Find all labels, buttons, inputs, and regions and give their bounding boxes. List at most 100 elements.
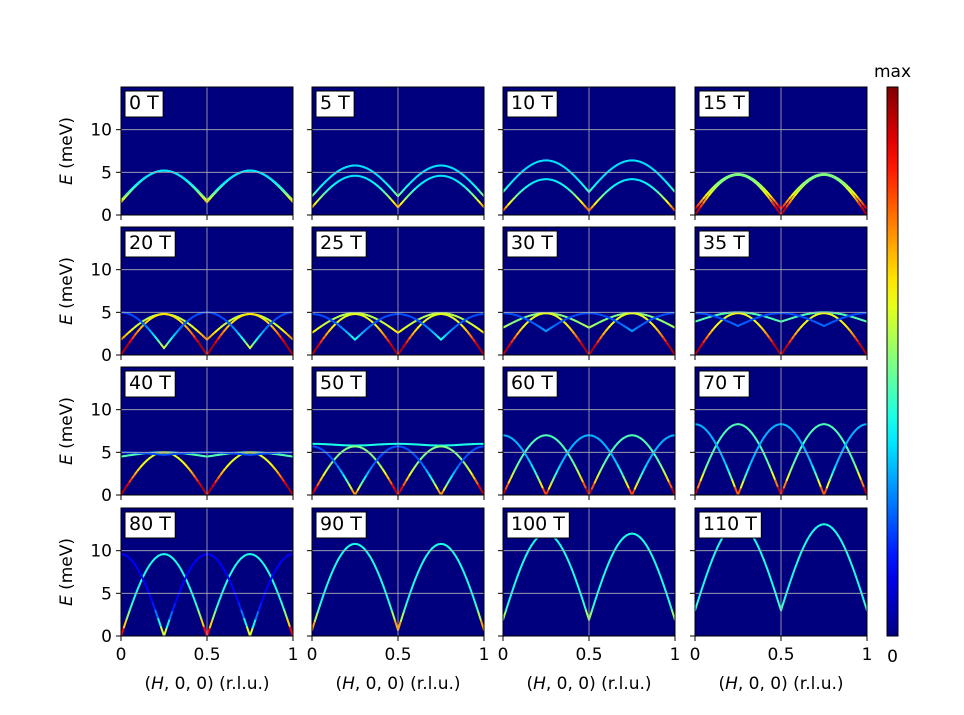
panel-plot-area bbox=[121, 367, 293, 495]
panel-label-box bbox=[315, 230, 367, 258]
dispersion-segment bbox=[851, 566, 857, 577]
dispersion-segment bbox=[662, 583, 668, 595]
dispersion-segment bbox=[668, 600, 674, 612]
x-axis-labels: (H, 0, 0) (r.l.u.) (H, 0, 0) (r.l.u.) (H, … bbox=[144, 674, 843, 694]
dispersion-segment bbox=[762, 558, 768, 569]
panel: 90 T 0 0.5 1 bbox=[307, 507, 490, 665]
dispersion-segment bbox=[417, 564, 422, 574]
dispersion-segment bbox=[214, 601, 220, 612]
dispersion-segment bbox=[619, 469, 625, 478]
x-tick-label: 0 bbox=[498, 645, 509, 665]
x-tick-label: 0.5 bbox=[193, 645, 220, 665]
dispersion-segment bbox=[197, 609, 203, 620]
dispersion-segment bbox=[211, 609, 217, 620]
dispersion-segment bbox=[599, 464, 605, 472]
panel-label: 0 T bbox=[129, 92, 159, 114]
dispersion-segment bbox=[374, 564, 379, 574]
y-tick-label: 10 bbox=[90, 542, 112, 562]
panel-plot-area bbox=[503, 508, 675, 636]
dispersion-segment bbox=[625, 481, 631, 490]
panel-label-box bbox=[506, 90, 558, 118]
dispersion-segment bbox=[633, 481, 639, 490]
dispersion-segment bbox=[696, 479, 702, 489]
dispersion-segment bbox=[705, 458, 711, 468]
dispersion-segment bbox=[513, 575, 519, 586]
dispersion-segment bbox=[208, 617, 214, 629]
dispersion-segment bbox=[385, 593, 391, 605]
dispersion-segment bbox=[254, 609, 260, 620]
dispersion-segment bbox=[651, 554, 656, 564]
dispersion-segment bbox=[217, 594, 223, 604]
dispersion-segment bbox=[579, 592, 585, 603]
dispersion-segment bbox=[565, 554, 570, 564]
dispersion-segment bbox=[788, 574, 794, 585]
dispersion-segment bbox=[602, 568, 608, 578]
dispersion-segment bbox=[462, 571, 468, 581]
panel: 70 T bbox=[690, 366, 868, 500]
dispersion-segment bbox=[140, 574, 145, 583]
x-axis-label: (H, 0, 0) (r.l.u.) bbox=[526, 674, 651, 694]
panel-label-box bbox=[698, 230, 750, 258]
dispersion-segment bbox=[639, 469, 645, 478]
dispersion-segment bbox=[228, 568, 234, 577]
dispersion-segment bbox=[722, 458, 728, 468]
dispersion-segment bbox=[180, 580, 186, 589]
dispersion-segment bbox=[151, 601, 157, 612]
y-axis-label: E (meV) bbox=[57, 538, 77, 606]
panel: 110 T 0 0.5 1 bbox=[690, 507, 872, 665]
dispersion-segment bbox=[163, 626, 168, 636]
dispersion-segment bbox=[834, 458, 840, 468]
dispersion-segment bbox=[269, 574, 274, 583]
x-tick-label: 0 bbox=[307, 645, 318, 665]
dispersion-segment bbox=[800, 545, 805, 554]
dispersion-segment bbox=[662, 469, 668, 478]
dispersion-segment bbox=[316, 602, 322, 614]
x-axis-label: (H, 0, 0) (r.l.u.) bbox=[144, 674, 269, 694]
dispersion-segment bbox=[802, 539, 808, 548]
y-tick-label: 5 bbox=[101, 443, 112, 463]
dispersion-segment bbox=[708, 558, 714, 569]
dispersion-segment bbox=[837, 452, 843, 461]
dispersion-segment bbox=[608, 554, 613, 564]
dispersion-segment bbox=[234, 594, 240, 604]
dispersion-segment bbox=[794, 558, 800, 569]
y-axis-label: E (meV) bbox=[57, 257, 77, 325]
dispersion-segment bbox=[379, 578, 385, 588]
dispersion-segment bbox=[251, 617, 257, 629]
dispersion-segment bbox=[737, 486, 742, 495]
dispersion-segment bbox=[702, 574, 708, 585]
y-tick-label: 0 bbox=[101, 627, 112, 647]
panel: 60 T bbox=[498, 366, 676, 500]
y-tick-label: 5 bbox=[101, 584, 112, 604]
panel-plot-area bbox=[695, 87, 867, 215]
dispersion-segment bbox=[814, 472, 820, 482]
dispersion-segment bbox=[739, 479, 745, 489]
dispersion-segment bbox=[237, 601, 243, 612]
panel-label: 20 T bbox=[129, 232, 171, 254]
panel-label: 80 T bbox=[129, 513, 171, 535]
dispersion-segment bbox=[325, 578, 331, 588]
dispersion-segment bbox=[277, 594, 283, 604]
dispersion-segment bbox=[504, 600, 510, 612]
panel-label: 70 T bbox=[703, 372, 745, 394]
dispersion-segment bbox=[780, 600, 785, 612]
dispersion-segment bbox=[154, 609, 160, 620]
dispersion-segment bbox=[553, 469, 559, 478]
dispersion-segment bbox=[567, 561, 573, 571]
dispersion-segment bbox=[504, 481, 510, 490]
dispersion-segment bbox=[857, 582, 863, 594]
dispersion-segment bbox=[665, 475, 671, 484]
dispersion-segment bbox=[168, 609, 174, 620]
dispersion-segment bbox=[137, 580, 143, 589]
dispersion-segment bbox=[545, 487, 550, 495]
x-tick-label: 1 bbox=[479, 645, 490, 665]
dispersion-segment bbox=[263, 586, 269, 597]
dispersion-segment bbox=[794, 452, 800, 461]
panel: 5 T bbox=[307, 86, 485, 220]
panel-plot-area bbox=[121, 227, 293, 355]
panel: 25 T bbox=[307, 226, 485, 360]
y-tick-label: 0 bbox=[101, 206, 112, 226]
panel: 35 T bbox=[690, 226, 868, 360]
panel-label: 100 T bbox=[511, 513, 565, 535]
panel-label-box bbox=[315, 511, 367, 539]
